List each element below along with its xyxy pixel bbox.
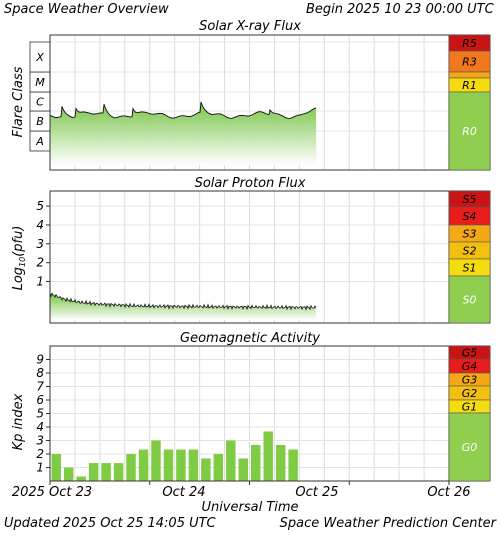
kp-bar xyxy=(275,444,286,481)
updated-time: 2025 Oct 25 14:05 UTC xyxy=(63,516,217,531)
x-tick-label-1: Oct 24 xyxy=(162,485,205,500)
proton-ytick-label-5: 5 xyxy=(36,199,44,213)
xray-flux-line xyxy=(49,101,317,119)
kp-scale-label-G3: G3 xyxy=(462,374,478,387)
kp-bar xyxy=(251,444,261,481)
proton-ytick-label-3: 3 xyxy=(36,237,44,251)
x-tick-label-2: Oct 25 xyxy=(295,485,338,500)
begin-label: Begin xyxy=(306,2,343,17)
kp-bar xyxy=(126,454,136,481)
x-tick-label-0: 2025 Oct 23 xyxy=(12,485,92,500)
kp-bar xyxy=(101,463,111,481)
kp-ytick-label-6: 6 xyxy=(36,393,44,407)
xray-class-label-B: B xyxy=(36,115,44,128)
kp-bar xyxy=(63,467,74,481)
kp-bar xyxy=(213,454,224,481)
kp-scale-label-G0: G0 xyxy=(462,441,478,454)
proton-panel: 1 2 3 4 5 S5 S4 S3 S2 S1 S0 xyxy=(36,190,491,324)
kp-ytick-label-5: 5 xyxy=(36,407,44,421)
kp-scale-label-G4: G4 xyxy=(462,360,478,373)
kp-bar xyxy=(151,440,161,481)
kp-scale-G0 xyxy=(448,412,491,482)
kp-bar xyxy=(188,449,199,481)
xray-class-label-X: X xyxy=(35,51,44,64)
xray-class-label-A: A xyxy=(35,135,44,148)
kp-bar xyxy=(138,449,149,481)
xray-class-label-M: M xyxy=(35,76,45,89)
proton-ylabel: Log10(pfu) xyxy=(11,226,27,291)
xray-ylabel: Flare Class xyxy=(11,66,26,137)
kp-bar xyxy=(238,458,248,481)
proton-scale-label-S1: S1 xyxy=(463,262,477,275)
x-axis-label: Universal Time xyxy=(201,500,298,515)
proton-flux-line xyxy=(49,292,317,311)
xray-scale-R0 xyxy=(448,91,491,171)
kp-ytick-label-1: 1 xyxy=(36,461,44,475)
proton-ytick-label-1: 1 xyxy=(36,275,44,289)
proton-scale-label-S2: S2 xyxy=(463,245,477,258)
xray-scale-label-R5: R5 xyxy=(462,37,477,50)
kp-ytick-label-2: 2 xyxy=(36,447,44,461)
page-title: Space Weather Overview xyxy=(4,2,169,17)
updated-label: Updated xyxy=(4,516,60,531)
kp-bar xyxy=(288,449,298,481)
xray-scale-label-R3: R3 xyxy=(462,56,477,69)
proton-scale-label-S4: S4 xyxy=(463,210,477,223)
kp-bar xyxy=(88,463,99,481)
proton-scale-label-S3: S3 xyxy=(463,228,477,241)
proton-scale-label-S5: S5 xyxy=(463,193,477,206)
kp-bar xyxy=(263,431,273,481)
proton-ytick-label-2: 2 xyxy=(36,256,44,270)
kp-bar xyxy=(163,449,174,481)
kp-ytick-label-9: 9 xyxy=(36,353,44,367)
proton-scale-label-S0: S0 xyxy=(463,294,477,307)
kp-ytick-label-3: 3 xyxy=(36,434,44,448)
kp-bar xyxy=(226,440,236,481)
kp-ytick-label-7: 7 xyxy=(36,380,44,394)
xray-class-label-C: C xyxy=(36,96,44,109)
kp-ylabel: Kp index xyxy=(11,393,26,450)
kp-scale-label-G2: G2 xyxy=(462,387,478,400)
kp-title: Geomagnetic Activity xyxy=(180,331,320,346)
proton-ylabel-unit: (pfu) xyxy=(11,226,26,257)
xray-scale-R2 xyxy=(448,71,491,79)
proton-scale-S0 xyxy=(448,275,491,324)
kp-bar xyxy=(201,458,211,481)
x-tick-label-3: Oct 26 xyxy=(427,485,470,500)
kp-scale-label-G5: G5 xyxy=(462,347,478,360)
proton-ytick-label-4: 4 xyxy=(36,218,44,232)
kp-bar xyxy=(176,449,186,481)
kp-ytick-label-4: 4 xyxy=(36,420,44,434)
xray-scale-label-R1: R1 xyxy=(462,79,477,92)
kp-bar xyxy=(51,454,61,481)
kp-bar xyxy=(113,463,124,481)
proton-bg xyxy=(50,191,490,323)
proton-ylabel-sub: 10 xyxy=(18,257,27,267)
proton-ylabel-main: Log xyxy=(11,267,26,290)
proton-title: Solar Proton Flux xyxy=(195,176,306,191)
xray-title: Solar X-ray Flux xyxy=(199,19,301,34)
xray-scale-label-R0: R0 xyxy=(462,125,477,138)
begin-time: 2025 10 23 00:00 UTC xyxy=(347,2,495,17)
kp-scale-label-G1: G1 xyxy=(462,401,478,414)
kp-ytick-label-8: 8 xyxy=(36,366,44,380)
kp-bar xyxy=(76,476,86,481)
credit: Space Weather Prediction Center xyxy=(280,516,498,531)
